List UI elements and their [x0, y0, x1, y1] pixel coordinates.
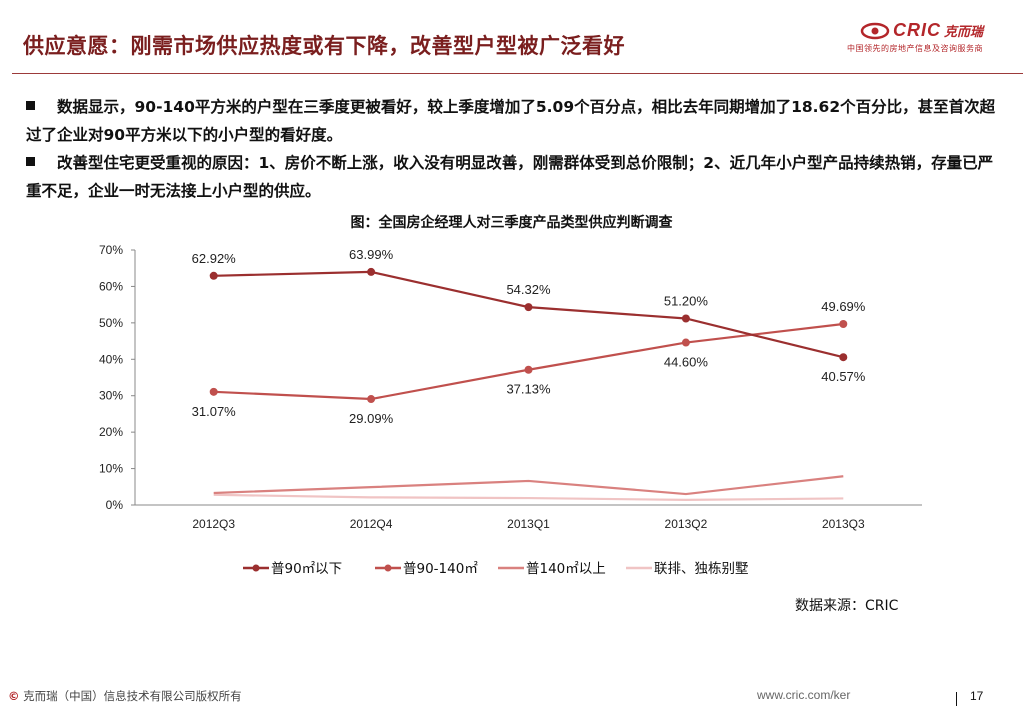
y-tick-label: 0% — [106, 498, 124, 512]
data-label: 54.32% — [506, 282, 551, 297]
legend-marker — [384, 564, 392, 572]
footer-divider — [956, 692, 957, 706]
y-tick-label: 30% — [99, 389, 123, 403]
data-point — [839, 353, 848, 362]
header: 供应意愿：刚需市场供应热度或有下降，改善型户型被广泛看好 CRIC 克而瑞 中国… — [0, 0, 1023, 74]
logo-cn: 克而瑞 — [943, 25, 983, 40]
data-label: 37.13% — [506, 382, 551, 397]
x-tick-label: 2012Q4 — [350, 517, 393, 531]
series-line — [213, 475, 844, 496]
data-point — [209, 271, 218, 280]
legend-label: 普90㎡以下 — [271, 561, 342, 577]
data-label: 63.99% — [349, 247, 394, 262]
x-tick-label: 2013Q2 — [665, 517, 708, 531]
legend-label: 普140㎡以上 — [526, 561, 606, 577]
logo-tagline: 中国领先的房地产信息及咨询服务商 — [847, 44, 983, 53]
bullet-text: 改善型住宅更受重视的原因：1、房价不断上涨，收入没有明显改善，刚需群体受到总价限… — [26, 154, 994, 200]
y-tick-label: 70% — [99, 243, 123, 257]
cric-logo: CRIC 克而瑞 中国领先的房地产信息及咨询服务商 — [823, 20, 983, 64]
y-tick-label: 10% — [99, 462, 123, 476]
x-tick-label: 2013Q1 — [507, 517, 550, 531]
y-tick-label: 20% — [99, 425, 123, 439]
data-source: 数据来源：CRIC — [795, 598, 899, 614]
legend-marker — [252, 564, 260, 572]
header-divider — [12, 73, 1023, 74]
data-point — [209, 387, 218, 396]
data-label: 40.57% — [821, 369, 866, 384]
page-title: 供应意愿：刚需市场供应热度或有下降，改善型户型被广泛看好 — [23, 34, 625, 58]
copyright-text: 克而瑞（中国）信息技术有限公司版权所有 — [23, 689, 242, 703]
bullet-text: 数据显示，90-140平方米的户型在三季度更被看好，较上季度增加了5.09个百分… — [26, 98, 996, 144]
data-label: 51.20% — [664, 293, 709, 308]
x-tick-label: 2013Q3 — [822, 517, 865, 531]
data-point — [367, 267, 376, 276]
copyright-icon: © — [8, 689, 20, 703]
bullet-list: 数据显示，90-140平方米的户型在三季度更被看好，较上季度增加了5.09个百分… — [26, 93, 996, 205]
footer-copyright: © 克而瑞（中国）信息技术有限公司版权所有 — [8, 688, 242, 704]
legend-label: 联排、独栋别墅 — [654, 561, 749, 577]
data-point — [367, 395, 376, 404]
data-label: 31.07% — [192, 404, 237, 419]
data-label: 49.69% — [821, 299, 866, 314]
data-point — [839, 319, 848, 328]
page-number: 17 — [970, 689, 984, 703]
eye-logo-icon — [860, 22, 890, 39]
data-point — [524, 303, 533, 312]
data-point — [524, 365, 533, 374]
footer-url[interactable]: www.cric.com/ker — [757, 688, 851, 702]
legend-label: 普90-140㎡ — [403, 561, 478, 577]
square-bullet-icon — [26, 157, 35, 166]
data-point — [681, 338, 690, 347]
data-label: 29.09% — [349, 411, 394, 426]
y-tick-label: 50% — [99, 316, 123, 330]
y-tick-label: 60% — [99, 279, 123, 293]
logo-text: CRIC — [892, 20, 941, 40]
bullet-item: 数据显示，90-140平方米的户型在三季度更被看好，较上季度增加了5.09个百分… — [26, 93, 996, 149]
chart-caption: 图：全国房企经理人对三季度产品类型供应判断调查 — [350, 215, 673, 231]
data-label: 62.92% — [192, 251, 237, 266]
data-point — [681, 314, 690, 323]
x-tick-label: 2012Q3 — [192, 517, 235, 531]
square-bullet-icon — [26, 101, 35, 110]
y-tick-label: 40% — [99, 352, 123, 366]
bullet-item: 改善型住宅更受重视的原因：1、房价不断上涨，收入没有明显改善，刚需群体受到总价限… — [26, 149, 996, 205]
data-label: 44.60% — [664, 355, 709, 370]
series-line — [213, 493, 844, 502]
